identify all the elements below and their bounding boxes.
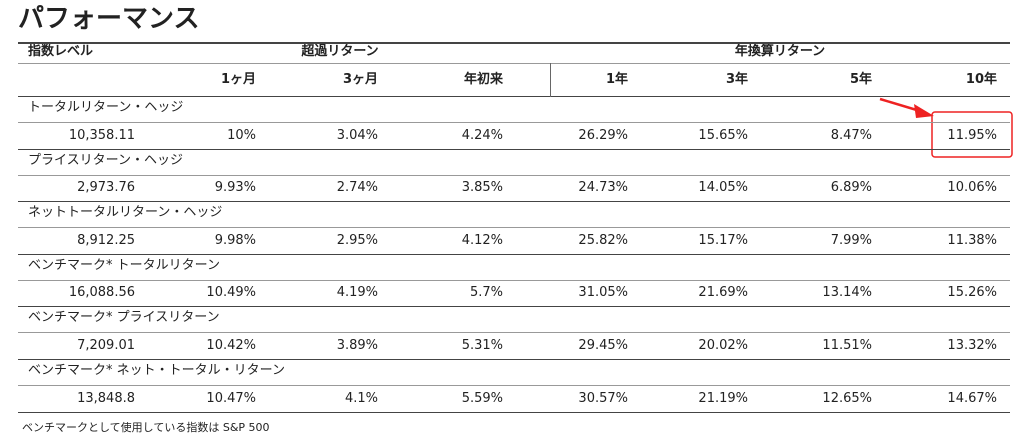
cell: 7,209.01 (77, 337, 135, 353)
cell: 21.19% (698, 390, 748, 406)
cell: 24.73% (578, 180, 628, 196)
rule (18, 332, 1010, 334)
cell: 13.32% (947, 337, 997, 353)
cell: 15.17% (698, 232, 748, 248)
row-name: ネットトータルリターン・ヘッジ (28, 205, 223, 221)
cell: 30.57% (578, 390, 628, 406)
header-level: 指数レベル (28, 44, 94, 59)
rule (18, 201, 1010, 203)
cell: 10,358.11 (68, 127, 135, 143)
arrow-head (914, 104, 934, 118)
cell: 6.89% (830, 180, 872, 196)
row-name: プライスリターン・ヘッジ (28, 152, 183, 168)
row-name: トータルリターン・ヘッジ (28, 100, 184, 115)
cell: 5.7% (469, 285, 503, 301)
rule (18, 358, 1010, 360)
cell: 14.67% (947, 390, 997, 406)
cell: 14.05% (698, 180, 748, 196)
cell: 4.19% (336, 285, 378, 301)
cell: 3.04% (336, 127, 378, 143)
rule (18, 42, 1010, 44)
cell: 10.49% (206, 285, 256, 301)
cell: 25.82% (578, 232, 628, 248)
row-name: ベンチマーク* トータルリターン (28, 257, 220, 273)
cell: 9.98% (214, 232, 256, 248)
rule (18, 279, 1010, 281)
rule (18, 253, 1010, 255)
cell: 20.02% (698, 337, 748, 353)
cell: 7.99% (830, 232, 872, 248)
rule (18, 306, 1010, 308)
cell: 4.1% (344, 390, 378, 406)
cell: 31.05% (578, 285, 628, 301)
cell: 16,088.56 (68, 285, 135, 301)
rule (18, 148, 1010, 150)
cell: 5.31% (461, 337, 503, 353)
rule (18, 411, 1010, 413)
header-excess: 超過リターン (301, 44, 379, 59)
subheader: 10年 (965, 72, 997, 87)
cell: 4.24% (461, 127, 503, 143)
subheader: 3ヶ月 (342, 72, 378, 87)
cell: 15.26% (947, 285, 997, 301)
footnote: ベンチマークとして使用している指数は S&P 500 (22, 421, 270, 434)
cell: 10.47% (206, 390, 256, 406)
rule (18, 174, 1010, 176)
cell: 15.65% (698, 127, 748, 143)
cell: 9.93% (214, 180, 256, 196)
row-name: ベンチマーク* プライスリターン (28, 310, 220, 326)
cell: 10.06% (947, 180, 997, 196)
rule (18, 63, 1010, 64)
cell: 2,973.76 (77, 180, 135, 196)
subheader: 1年 (605, 72, 628, 87)
subheader: 5年 (849, 72, 872, 87)
cell: 11.51% (822, 337, 872, 353)
cell: 4.12% (461, 232, 503, 248)
cell: 10.42% (206, 337, 256, 353)
column-divider (550, 63, 551, 97)
cell: 11.38% (947, 232, 997, 248)
cell: 3.89% (336, 337, 378, 353)
cell: 13.14% (822, 285, 872, 301)
subheader: 3年 (725, 72, 748, 87)
rule (18, 122, 1010, 123)
cell: 21.69% (698, 285, 748, 301)
cell: 2.74% (336, 180, 378, 196)
subheader: 年初来 (463, 72, 503, 87)
rule (18, 227, 1010, 229)
cell: 5.59% (461, 390, 503, 406)
arrow (879, 97, 921, 113)
cell: 12.65% (822, 390, 872, 406)
cell: 26.29% (578, 127, 628, 143)
cell: 13,848.8 (77, 390, 135, 406)
header-annualized: 年換算リターン (734, 44, 826, 59)
cell: 10% (227, 127, 256, 143)
rule (18, 96, 1010, 97)
cell: 3.85% (461, 180, 503, 196)
cell: 11.95% (947, 127, 997, 143)
subheader: 1ヶ月 (220, 72, 256, 87)
row-name: ベンチマーク* ネット・トータル・リターン (28, 363, 285, 378)
page-title: パフォーマンス (18, 4, 200, 34)
cell: 8,912.25 (77, 232, 135, 248)
cell: 8.47% (830, 127, 872, 143)
cell: 2.95% (336, 232, 378, 248)
cell: 29.45% (578, 337, 628, 353)
rule (18, 385, 1010, 386)
